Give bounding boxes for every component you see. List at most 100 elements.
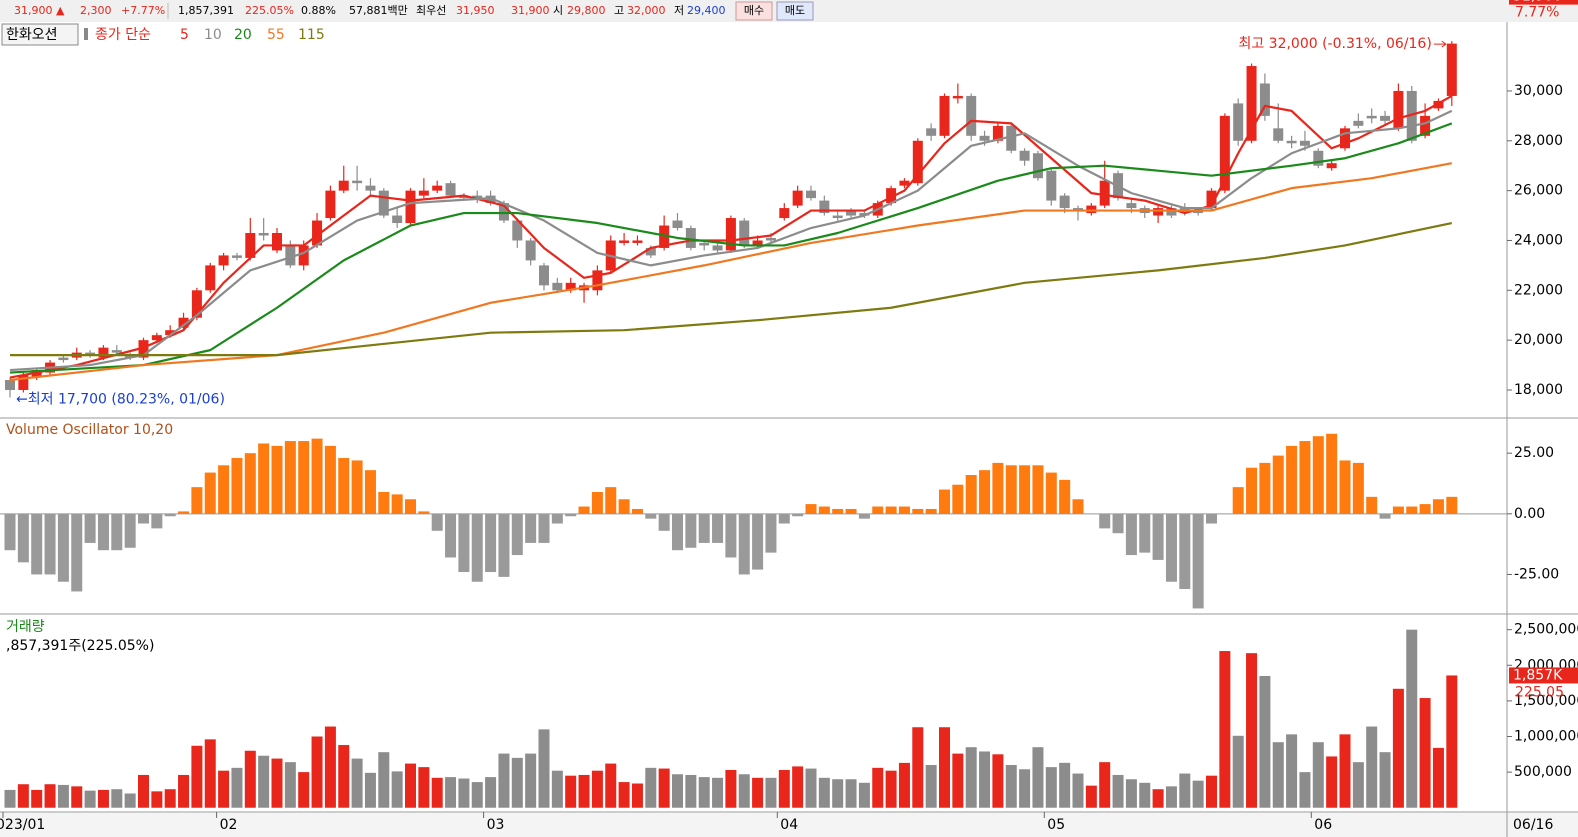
volume-bar xyxy=(271,758,283,808)
osc-bar xyxy=(1165,513,1177,582)
open: 29,800 xyxy=(567,4,606,17)
osc-bar xyxy=(939,489,950,514)
x-tick-label: 05 xyxy=(1047,817,1065,833)
volume-bar xyxy=(1085,785,1097,808)
osc-bar xyxy=(832,508,844,514)
last-price-box xyxy=(1509,0,1578,5)
osc-bar xyxy=(1059,479,1071,514)
sell-button[interactable] xyxy=(776,1,814,21)
candle-body xyxy=(1086,205,1097,214)
osc-bar xyxy=(71,513,83,592)
osc-bar xyxy=(378,491,390,514)
price-label: 종가 단순 xyxy=(95,27,151,43)
candle-body xyxy=(792,190,803,206)
stock-name[interactable]: 한화오션 xyxy=(6,27,58,43)
osc-bar xyxy=(97,513,109,551)
osc-bar xyxy=(712,513,724,543)
osc-bar xyxy=(845,508,857,514)
osc-bar xyxy=(1366,496,1378,514)
volume-bar xyxy=(1419,698,1431,808)
volume-bar xyxy=(1232,735,1244,808)
high: 32,000 xyxy=(627,4,666,17)
volume-bar xyxy=(565,775,577,808)
volume-bar xyxy=(792,766,804,808)
volume-bar xyxy=(178,774,190,808)
volume-bar xyxy=(364,772,376,808)
volume-title: 거래량 xyxy=(6,619,45,635)
candle-body xyxy=(539,265,549,286)
osc-bar xyxy=(4,513,16,551)
candle-body xyxy=(1406,90,1417,141)
volume-bar xyxy=(1246,653,1258,808)
osc-bar xyxy=(858,513,870,519)
last-change: 7.77% xyxy=(1515,5,1559,21)
turnover: 0.88% xyxy=(301,4,336,17)
candle-body xyxy=(1446,43,1457,96)
volume-bar xyxy=(445,777,457,808)
volume-bar xyxy=(71,786,83,808)
candle-body xyxy=(926,128,937,136)
last-price: 31,900 xyxy=(1513,0,1562,5)
candle-body xyxy=(645,247,656,256)
sell-label[interactable]: 매도 xyxy=(785,4,805,17)
candle-body xyxy=(352,180,363,184)
osc-bar xyxy=(498,513,510,577)
volume-bar xyxy=(191,745,203,808)
osc-bar xyxy=(31,513,43,575)
volume-bar xyxy=(1019,769,1031,808)
osc-bar xyxy=(1272,455,1284,514)
volume-bar xyxy=(1352,762,1364,808)
osc-title: Volume Oscillator 10,20 xyxy=(6,422,173,438)
buy-button[interactable] xyxy=(735,1,773,21)
osc-bar xyxy=(872,506,884,514)
candle-body xyxy=(272,232,282,251)
quote-bar: 31,900 ▲ 2,300 +7.77% 1,857,391 225.05% … xyxy=(0,0,1578,22)
volume-bar xyxy=(1219,651,1231,808)
candle-body xyxy=(592,270,603,291)
volume-bar xyxy=(1286,734,1298,808)
volume-bar xyxy=(1339,734,1351,808)
candle-body xyxy=(1313,150,1324,166)
osc-bar xyxy=(405,499,416,514)
osc-bar xyxy=(1259,462,1271,514)
volume-bar xyxy=(244,750,256,808)
volume-ratio: 225.05% xyxy=(245,4,294,17)
volume-bar xyxy=(738,774,750,808)
candle-body xyxy=(1380,115,1391,121)
osc-bar xyxy=(979,470,991,514)
x-tick-label: 023/01 xyxy=(0,817,45,833)
volume-bar xyxy=(765,777,777,808)
moving-average xyxy=(9,162,1453,382)
candle-body xyxy=(111,350,122,353)
osc-bar xyxy=(458,513,470,573)
candle-body xyxy=(432,185,443,191)
osc-bar xyxy=(17,513,29,563)
volume-bar xyxy=(685,774,697,808)
stock-button[interactable] xyxy=(1,23,79,46)
osc-bar xyxy=(1299,441,1311,514)
buy-label[interactable]: 매수 xyxy=(744,4,764,17)
volume-bar xyxy=(925,764,937,808)
candle-body xyxy=(632,240,643,243)
osc-bar xyxy=(925,508,937,514)
volume-bar xyxy=(338,745,350,808)
volume-bar xyxy=(1139,782,1151,808)
volume-bar xyxy=(752,777,764,808)
volume-bar xyxy=(1112,774,1124,808)
osc-bar xyxy=(485,513,497,573)
volume-bar xyxy=(351,758,363,808)
osc-bar xyxy=(204,472,216,514)
candle-body xyxy=(1393,90,1404,129)
candle-body xyxy=(1153,208,1164,216)
candle-body xyxy=(85,352,96,356)
volume-bar xyxy=(1446,675,1458,808)
candle-body xyxy=(859,213,870,216)
legend-entry: 5 xyxy=(180,27,189,43)
candle-body xyxy=(58,357,69,361)
low-note: ←최저 17,700 (80.23%, 01/06) xyxy=(16,391,225,407)
moving-average xyxy=(9,122,1453,374)
volume-bar xyxy=(164,789,176,808)
osc-bar xyxy=(471,513,483,582)
volume-bar xyxy=(284,762,296,808)
candle-body xyxy=(1073,208,1083,211)
